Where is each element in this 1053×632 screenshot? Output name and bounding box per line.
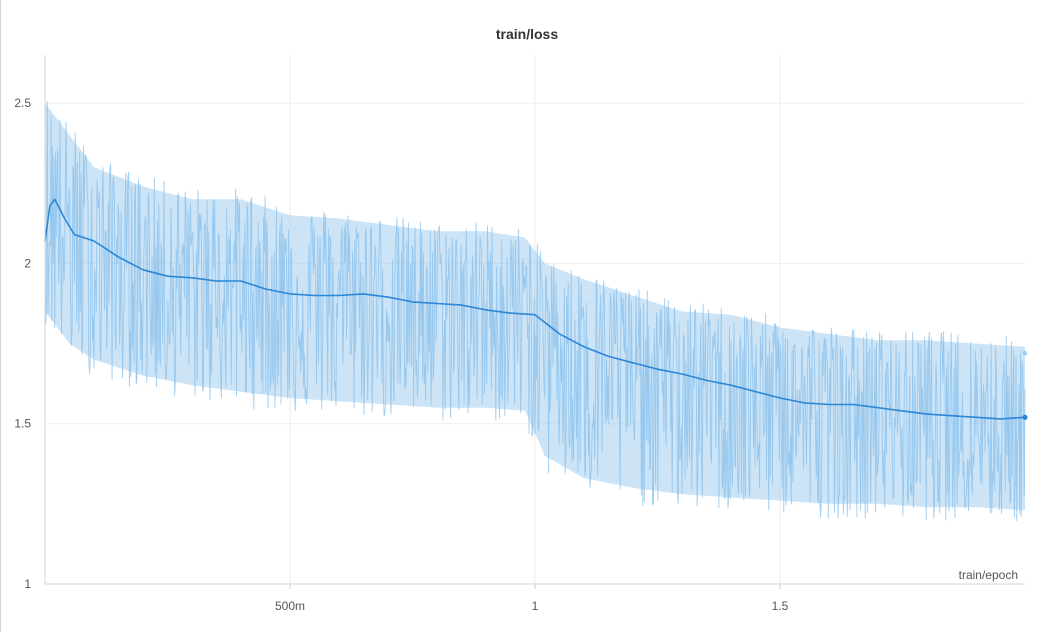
y-tick-label: 2.5 [14, 96, 31, 110]
axis-layer: 1 1.5 2 2.5 500m 1 1.5 [14, 55, 1025, 613]
y-tick-label: 2 [24, 256, 31, 270]
x-tick-label: 1.5 [772, 599, 789, 613]
x-axis-label: train/epoch [959, 568, 1018, 582]
smoothed-end-point [1022, 414, 1028, 420]
chart-title: train/loss [496, 26, 558, 42]
x-tick-label: 1 [532, 599, 539, 613]
raw-loss-line [44, 101, 1026, 521]
raw-end-point [1022, 350, 1028, 356]
raw-noise-layer [44, 101, 1026, 521]
y-tick-label: 1 [24, 577, 31, 591]
x-tick-label: 500m [275, 599, 305, 613]
panel-left-border [0, 0, 1, 632]
y-tick-label: 1.5 [14, 417, 31, 431]
smoothed-loss-line [44, 198, 1026, 420]
smoothed-line-layer [44, 198, 1028, 420]
